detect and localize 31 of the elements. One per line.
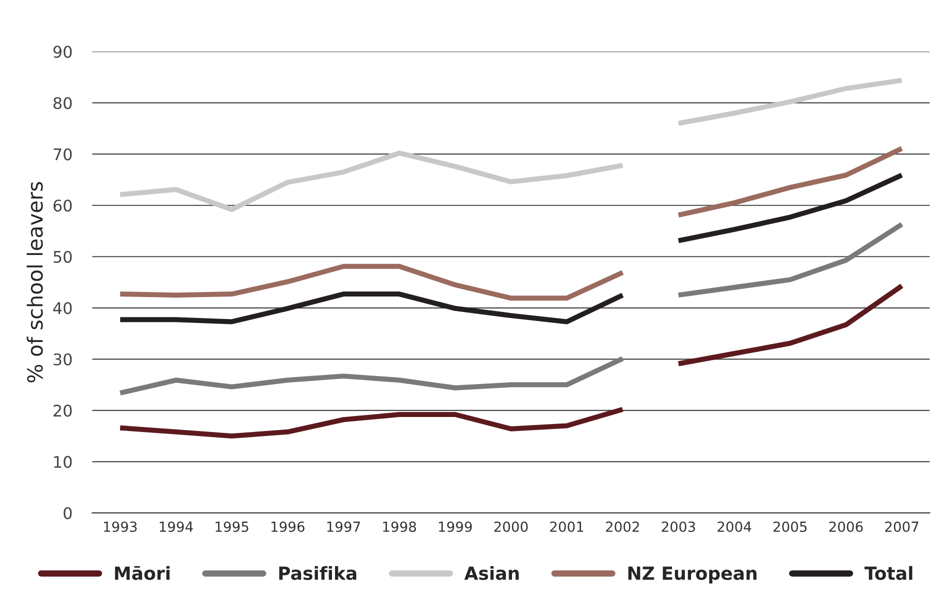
legend-label: Asian <box>464 566 519 580</box>
y-tick-label: 50 <box>54 250 72 263</box>
y-tick-label: 90 <box>53 46 72 58</box>
legend-label: Māori <box>115 566 170 580</box>
y-tick-label: 60 <box>54 200 72 212</box>
y-tick-label: 70 <box>54 148 72 160</box>
x-tick-label: 1998 <box>383 521 416 532</box>
y-tick-label: 30 <box>54 353 72 366</box>
legend-label: Pasifika <box>279 566 356 580</box>
x-tick-label: 1995 <box>216 521 248 532</box>
x-tick-label: 2003 <box>662 521 696 532</box>
y-tick-label: 80 <box>54 97 72 110</box>
x-tick-label: 1997 <box>327 521 360 532</box>
y-axis-title: % of school leavers <box>26 182 43 382</box>
x-tick-label: 1996 <box>271 521 304 532</box>
x-tick-label: 1999 <box>438 521 472 532</box>
legend-label: NZ European <box>628 566 756 584</box>
legend-label: Total <box>864 566 912 580</box>
x-tick-label: 2007 <box>885 521 918 532</box>
x-tick-label: 2001 <box>550 521 584 532</box>
x-tick-label: 2000 <box>494 521 528 532</box>
x-tick-label: 2006 <box>829 521 863 532</box>
y-tick-label: 10 <box>54 456 72 468</box>
x-tick-label: 1993 <box>104 521 137 532</box>
y-tick-label: 20 <box>54 404 72 417</box>
x-tick-label: 2004 <box>718 521 752 532</box>
x-tick-label: 2002 <box>606 521 639 532</box>
x-tick-label: 1994 <box>160 521 193 532</box>
x-tick-label: 2005 <box>773 521 807 532</box>
y-tick-label: 40 <box>53 302 72 314</box>
y-tick-label: 0 <box>64 507 72 520</box>
